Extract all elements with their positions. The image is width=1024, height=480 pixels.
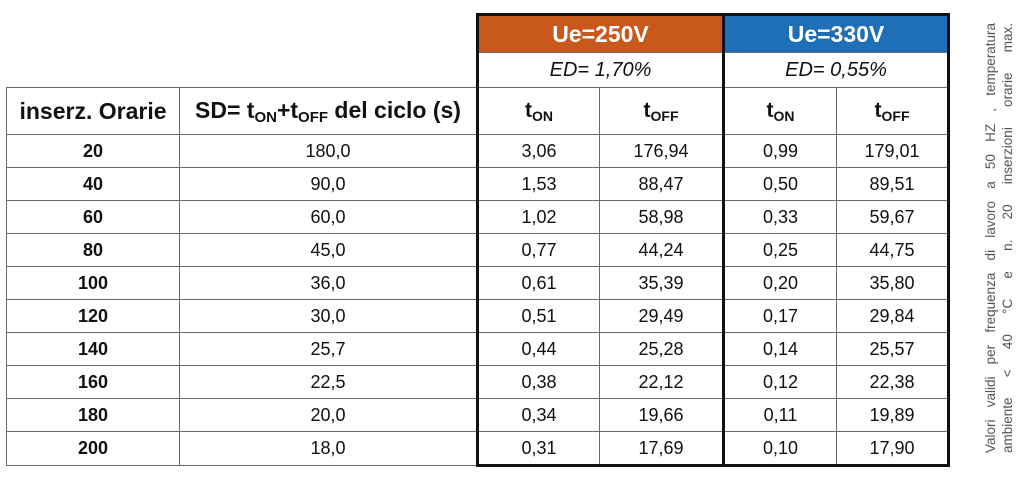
table-row: 160 22,5 0,38 22,12 0,12 22,38 bbox=[6, 365, 950, 399]
cell-inserz: 120 bbox=[6, 299, 180, 333]
cell-sd: 45,0 bbox=[179, 233, 478, 267]
cell-ton-330v: 0,10 bbox=[722, 431, 837, 467]
cell-inserz: 80 bbox=[6, 233, 180, 267]
cell-sd: 18,0 bbox=[179, 431, 478, 466]
cell-toff-330v: 17,90 bbox=[836, 431, 950, 467]
cell-ton-250v: 0,38 bbox=[476, 365, 600, 399]
cell-ton-330v: 0,33 bbox=[722, 200, 837, 234]
cell-ton-250v: 0,44 bbox=[476, 332, 600, 366]
table-row: 80 45,0 0,77 44,24 0,25 44,75 bbox=[6, 233, 950, 267]
cell-toff-330v: 22,38 bbox=[836, 365, 950, 399]
table-row: 40 90,0 1,53 88,47 0,50 89,51 bbox=[6, 167, 950, 201]
cell-ton-250v: 0,31 bbox=[476, 431, 600, 467]
column-header-ton-250v: tON bbox=[476, 87, 600, 135]
cell-ton-330v: 0,17 bbox=[722, 299, 837, 333]
cell-ton-250v: 1,53 bbox=[476, 167, 600, 201]
cell-ton-250v: 1,02 bbox=[476, 200, 600, 234]
cell-sd: 36,0 bbox=[179, 266, 478, 300]
cell-inserz: 40 bbox=[6, 167, 180, 201]
cell-ton-250v: 3,06 bbox=[476, 134, 600, 168]
cell-ton-330v: 0,25 bbox=[722, 233, 837, 267]
table-body: 20 180,0 3,06 176,94 0,99 179,01 40 90,0 1,53 88,… bbox=[6, 134, 950, 467]
cell-ton-330v: 0,20 bbox=[722, 266, 837, 300]
cell-toff-250v: 25,28 bbox=[599, 332, 724, 366]
cell-toff-330v: 35,80 bbox=[836, 266, 950, 300]
table-row: 20 180,0 3,06 176,94 0,99 179,01 bbox=[6, 134, 950, 168]
table-row: 200 18,0 0,31 17,69 0,10 17,90 bbox=[6, 431, 950, 467]
cell-inserz: 140 bbox=[6, 332, 180, 366]
cell-toff-330v: 44,75 bbox=[836, 233, 950, 267]
cell-toff-250v: 58,98 bbox=[599, 200, 724, 234]
column-header-toff-250v: tOFF bbox=[599, 87, 724, 135]
cell-ton-330v: 0,50 bbox=[722, 167, 837, 201]
cell-toff-330v: 29,84 bbox=[836, 299, 950, 333]
cell-inserz: 100 bbox=[6, 266, 180, 300]
cell-toff-250v: 88,47 bbox=[599, 167, 724, 201]
cell-toff-330v: 59,67 bbox=[836, 200, 950, 234]
cell-toff-330v: 19,89 bbox=[836, 398, 950, 432]
cell-ton-330v: 0,99 bbox=[722, 134, 837, 168]
cell-inserz: 20 bbox=[6, 134, 180, 168]
cell-sd: 25,7 bbox=[179, 332, 478, 366]
cell-sd: 180,0 bbox=[179, 134, 478, 168]
empty-corner bbox=[7, 15, 478, 88]
group-header-330v: Ue=330V bbox=[722, 13, 950, 53]
cell-toff-330v: 89,51 bbox=[836, 167, 950, 201]
cell-toff-250v: 44,24 bbox=[599, 233, 724, 267]
cell-ton-250v: 0,51 bbox=[476, 299, 600, 333]
cell-sd: 60,0 bbox=[179, 200, 478, 234]
table-row: 100 36,0 0,61 35,39 0,20 35,80 bbox=[6, 266, 950, 300]
cell-sd: 30,0 bbox=[179, 299, 478, 333]
cell-toff-250v: 35,39 bbox=[599, 266, 724, 300]
cell-sd: 22,5 bbox=[179, 365, 478, 399]
cell-toff-250v: 19,66 bbox=[599, 398, 724, 432]
column-header-sd: SD= tON+tOFF del ciclo (s) bbox=[179, 87, 478, 135]
cell-toff-250v: 29,49 bbox=[599, 299, 724, 333]
side-note: Valori validi per frequenza di lavoro a … bbox=[982, 23, 1016, 453]
cell-ton-250v: 0,34 bbox=[476, 398, 600, 432]
table-row: 60 60,0 1,02 58,98 0,33 59,67 bbox=[6, 200, 950, 234]
cell-inserz: 160 bbox=[6, 365, 180, 399]
cell-toff-250v: 17,69 bbox=[599, 431, 724, 467]
cell-ton-250v: 0,77 bbox=[476, 233, 600, 267]
cell-sd: 20,0 bbox=[179, 398, 478, 432]
cell-toff-250v: 22,12 bbox=[599, 365, 724, 399]
cell-ton-330v: 0,14 bbox=[722, 332, 837, 366]
cell-toff-330v: 179,01 bbox=[836, 134, 950, 168]
cell-inserz: 60 bbox=[6, 200, 180, 234]
ed-250v: ED= 1,70% bbox=[476, 52, 724, 88]
cell-toff-250v: 176,94 bbox=[599, 134, 724, 168]
table-row: 120 30,0 0,51 29,49 0,17 29,84 bbox=[6, 299, 950, 333]
cell-ton-330v: 0,12 bbox=[722, 365, 837, 399]
cell-sd: 90,0 bbox=[179, 167, 478, 201]
cell-ton-250v: 0,61 bbox=[476, 266, 600, 300]
note-line-1: Valori validi per frequenza di lavoro a … bbox=[983, 23, 998, 453]
table-row: 140 25,7 0,44 25,28 0,14 25,57 bbox=[6, 332, 950, 366]
cell-inserz: 180 bbox=[6, 398, 180, 432]
group-header-250v: Ue=250V bbox=[476, 13, 724, 53]
table-row: 180 20,0 0,34 19,66 0,11 19,89 bbox=[6, 398, 950, 432]
cell-toff-330v: 25,57 bbox=[836, 332, 950, 366]
note-line-2: ambiente < 40 °C e n. 20 inserzioni orar… bbox=[1000, 23, 1015, 453]
column-header-ton-330v: tON bbox=[722, 87, 837, 135]
column-header-toff-330v: tOFF bbox=[836, 87, 950, 135]
cell-ton-330v: 0,11 bbox=[722, 398, 837, 432]
cell-inserz: 200 bbox=[6, 431, 180, 466]
column-header-inserz: inserz. Orarie bbox=[6, 87, 180, 135]
ed-330v: ED= 0,55% bbox=[722, 52, 950, 88]
data-table: Ue=250V Ue=330V ED= 1,70% ED= 0,55% inse… bbox=[6, 13, 950, 467]
